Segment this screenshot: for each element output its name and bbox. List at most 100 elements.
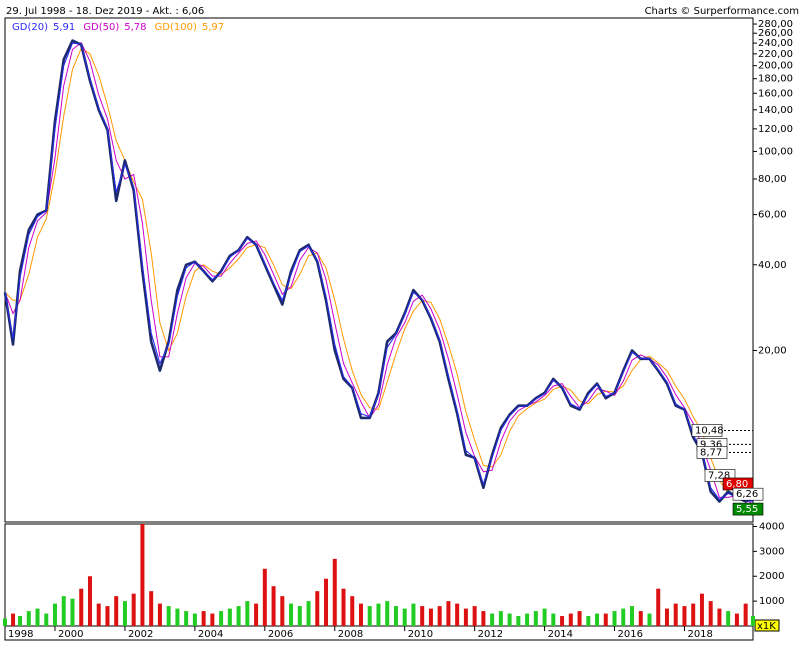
- volume-bar: [18, 616, 23, 626]
- price-label: 10,48: [695, 425, 724, 436]
- volume-bar: [420, 606, 425, 626]
- volume-bar: [341, 588, 346, 626]
- volume-bar: [324, 578, 329, 626]
- x-tick-label: 2006: [268, 629, 293, 640]
- volume-bar: [122, 601, 127, 626]
- volume-bar: [315, 591, 320, 626]
- volume-bar: [358, 603, 363, 626]
- volume-bar: [385, 601, 390, 626]
- volume-bar: [131, 593, 136, 626]
- legend-value: 5,97: [202, 22, 224, 33]
- price-label: 9,36: [700, 439, 722, 450]
- volume-bar: [227, 608, 232, 626]
- volume-bar: [595, 613, 600, 626]
- volume-bar: [612, 611, 617, 626]
- moving-average: [4, 41, 754, 505]
- price-box: [691, 424, 723, 437]
- volume-bar: [44, 613, 49, 626]
- y-tick-label: 60,00: [758, 210, 787, 221]
- volume-bar: [306, 601, 311, 626]
- volume-bar: [96, 603, 101, 626]
- volume-bar: [472, 606, 477, 626]
- price-box: [696, 446, 728, 459]
- volume-bar: [402, 608, 407, 626]
- volume-bar: [490, 613, 495, 626]
- volume-bar: [525, 613, 530, 626]
- volume-bar: [542, 608, 547, 626]
- volume-bar: [192, 613, 197, 626]
- x-tick-label: 2002: [128, 629, 153, 640]
- y-tick-label: 80,00: [758, 174, 787, 185]
- volume-bar: [673, 603, 678, 626]
- y-tick-label: 40,00: [758, 260, 787, 271]
- x-tick-label: 2000: [58, 629, 83, 640]
- volume-bar: [70, 598, 75, 626]
- volume-bar: [280, 596, 285, 626]
- legend-value: 5,78: [124, 22, 146, 33]
- volume-bar: [446, 601, 451, 626]
- y-tick-label: 200,00: [758, 61, 793, 72]
- volume-bar: [568, 613, 573, 626]
- legend-name: GD(50): [83, 22, 119, 33]
- source: Charts © Surperformance.com: [645, 6, 799, 17]
- legend-name: GD(20): [12, 22, 48, 33]
- volume-bar: [498, 611, 503, 626]
- volume-bar: [26, 611, 31, 626]
- volume-bar: [726, 611, 731, 626]
- volume-tick-label: 1000: [759, 596, 784, 607]
- volume-bar: [577, 611, 582, 626]
- volume-bar: [11, 613, 16, 626]
- volume-bar: [289, 603, 294, 626]
- volume-bar: [682, 606, 687, 626]
- price-label: 6,80: [726, 479, 748, 490]
- volume-bar: [201, 611, 206, 626]
- price-label: 6,26: [736, 489, 758, 500]
- volume-bar: [717, 608, 722, 626]
- volume-bar: [262, 568, 267, 626]
- x-tick-label: 2004: [198, 629, 223, 640]
- volume-bar: [411, 603, 416, 626]
- volume-bar: [350, 596, 355, 626]
- y-tick-label: 160,00: [758, 88, 793, 99]
- volume-tick-label: 4000: [759, 521, 784, 532]
- volume-tick-label: 3000: [759, 546, 784, 557]
- y-tick-label: 220,00: [758, 49, 793, 60]
- x-tick-label: 2014: [548, 629, 573, 640]
- volume-bar: [603, 613, 608, 626]
- volume-bar: [254, 603, 259, 626]
- volume-bar: [533, 611, 538, 626]
- volume-bar: [184, 611, 189, 626]
- gd20-line: [4, 42, 754, 502]
- volume-bar: [35, 608, 40, 626]
- volume-bar: [638, 611, 643, 626]
- volume-bar: [105, 606, 110, 626]
- volume-bar: [708, 601, 713, 626]
- volume-bar: [691, 603, 696, 626]
- x-tick-label: 2012: [478, 629, 503, 640]
- volume-bar: [157, 603, 162, 626]
- volume-bar: [61, 596, 66, 626]
- volume-bar: [245, 601, 250, 626]
- volume-bar: [664, 608, 669, 626]
- x-tick-label: 1998: [8, 629, 33, 640]
- volume-bar: [149, 591, 154, 626]
- volume-bar: [463, 608, 468, 626]
- y-tick-label: 180,00: [758, 74, 793, 85]
- volume-bar: [481, 611, 486, 626]
- volume-bar: [743, 603, 748, 626]
- volume-bar: [699, 593, 704, 626]
- volume-bar: [751, 616, 755, 626]
- y-tick-label: 20,00: [758, 346, 787, 357]
- volume-bar: [393, 606, 398, 626]
- volume-bar: [166, 606, 171, 626]
- x-tick-label: 2010: [408, 629, 433, 640]
- volume-bar: [428, 608, 433, 626]
- volume-bar: [630, 606, 635, 626]
- volume-bar: [271, 586, 276, 626]
- price-box: [732, 487, 764, 501]
- volume-tick-label: 2000: [759, 571, 784, 582]
- y-tick-label: 100,00: [758, 146, 793, 157]
- legend-name: GD(100): [155, 22, 197, 33]
- volume-bar: [560, 616, 565, 626]
